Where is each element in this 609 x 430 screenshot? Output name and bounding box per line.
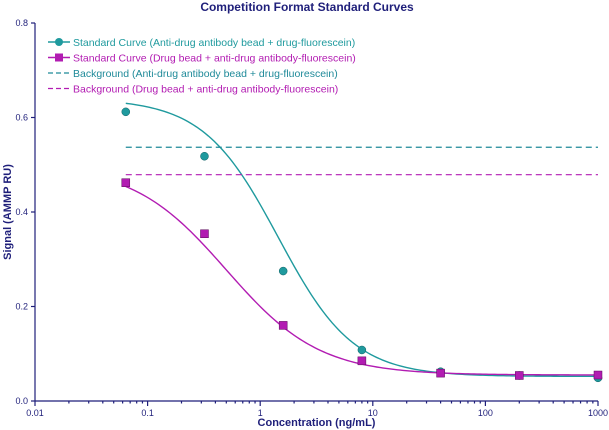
y-tick-label: 0.2 xyxy=(15,302,28,312)
x-tick-label: 0.01 xyxy=(26,408,44,418)
y-tick-label: 0.8 xyxy=(15,18,28,28)
legend-label: Standard Curve (Anti-drug antibody bead … xyxy=(73,37,355,49)
x-axis-ticks: 0.01 0.1 1 10 100 1000 xyxy=(26,401,608,418)
y-axis-ticks: 0.0 0.2 0.4 0.6 0.8 xyxy=(15,18,35,406)
data-point xyxy=(593,370,603,380)
x-tick-label: 10 xyxy=(368,408,378,418)
legend-label: Standard Curve (Drug bead + anti-drug an… xyxy=(73,53,356,65)
y-tick-label: 0.0 xyxy=(15,396,28,406)
y-tick-label: 0.4 xyxy=(15,207,28,217)
data-point xyxy=(357,345,367,355)
legend-item: Standard Curve (Drug bead + anti-drug an… xyxy=(48,53,356,65)
data-point xyxy=(357,356,367,366)
series-1 xyxy=(121,178,603,380)
x-axis-label: Concentration (ng/mL) xyxy=(258,417,376,429)
data-point xyxy=(436,368,445,378)
data-point xyxy=(200,229,209,238)
y-axis-label: Signal (AMMP RU) xyxy=(2,164,14,260)
data-point xyxy=(278,321,288,330)
data-point xyxy=(200,151,209,161)
x-tick-label: 1 xyxy=(258,408,263,418)
legend-item: Background (Anti-drug antibody bead + dr… xyxy=(48,68,338,80)
legend-item: Background (Drug bead + anti-drug antibo… xyxy=(48,84,338,96)
data-point xyxy=(121,107,131,117)
legend: Standard Curve (Anti-drug antibody bead … xyxy=(48,37,356,96)
data-point xyxy=(278,266,288,276)
legend-marker xyxy=(55,53,63,62)
x-tick-label: 1000 xyxy=(588,408,608,418)
legend-marker xyxy=(55,38,63,46)
series-0 xyxy=(121,102,603,383)
y-tick-label: 0.6 xyxy=(15,113,28,123)
fit-curve xyxy=(125,102,598,378)
legend-label: Background (Drug bead + anti-drug antibo… xyxy=(73,84,338,96)
data-point xyxy=(515,371,524,380)
chart-title: Competition Format Standard Curves xyxy=(200,0,414,14)
legend-label: Background (Anti-drug antibody bead + dr… xyxy=(73,68,338,80)
legend-item: Standard Curve (Anti-drug antibody bead … xyxy=(48,37,355,49)
x-tick-label: 0.1 xyxy=(141,408,154,418)
plot-area xyxy=(121,102,603,383)
data-point xyxy=(121,178,131,187)
x-tick-label: 100 xyxy=(478,408,493,418)
